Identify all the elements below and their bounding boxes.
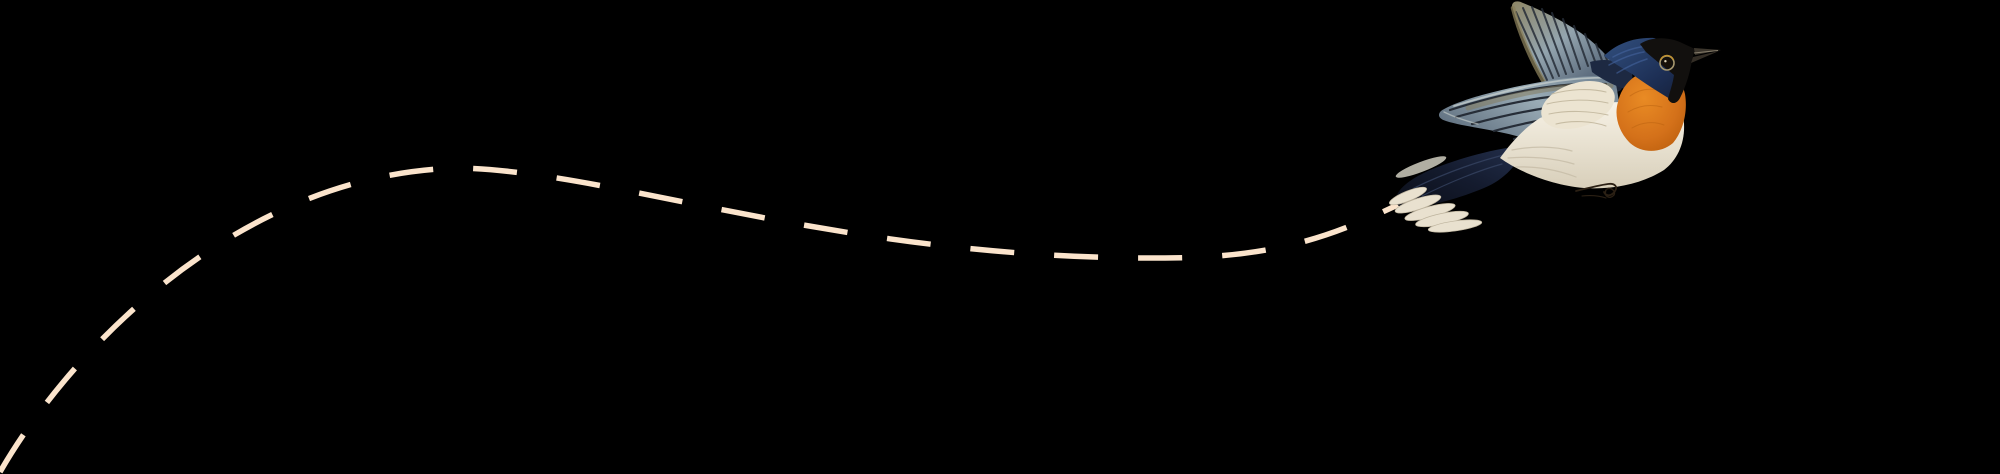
bird-feet [1575,182,1618,199]
raised-wing-stripes [1515,6,1612,81]
bird-cap-mask [1640,38,1695,104]
bird-tail [1389,146,1524,233]
tail-white-tips [1389,186,1483,233]
bird-illustration [1389,1,1721,233]
flight-path [0,165,1406,474]
bird-beak [1691,48,1721,63]
bird-eye [1659,54,1675,71]
bird-scapular-patch [1541,81,1615,129]
